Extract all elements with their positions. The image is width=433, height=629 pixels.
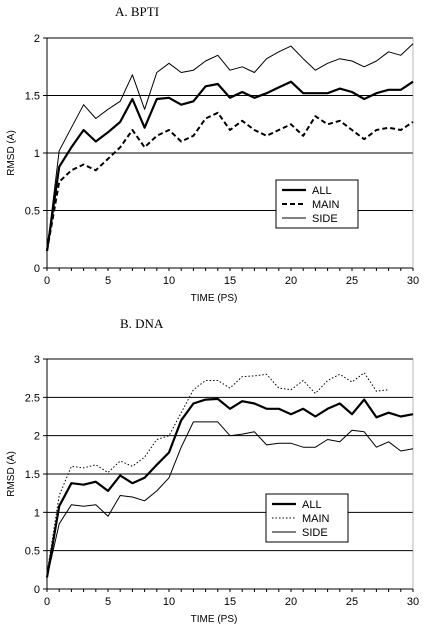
a-legend-label-side: SIDE — [312, 213, 338, 225]
a-xtick-label-1: 5 — [105, 275, 111, 287]
b-ytick-label-5: 2.5 — [25, 392, 40, 404]
b-ytick-label-6: 3 — [34, 354, 40, 366]
a-ytick-label-0: 0 — [34, 263, 40, 275]
b-xtick-label-6: 30 — [407, 596, 419, 608]
a-xtick-label-0: 0 — [44, 275, 50, 287]
b-xtick-label-2: 10 — [163, 596, 175, 608]
a-y-axis-label: RMSD (A) — [6, 130, 17, 176]
a-xtick-label-2: 10 — [163, 275, 175, 287]
b-legend-label-main: MAIN — [302, 513, 330, 525]
b-ytick-label-4: 2 — [34, 431, 40, 443]
a-legend-label-all: ALL — [312, 185, 332, 197]
b-x-axis-label: TIME (PS) — [191, 614, 238, 625]
a-xtick-label-4: 20 — [285, 275, 297, 287]
b-y-axis-label: RMSD (A) — [6, 451, 17, 497]
a-xtick-label-5: 25 — [346, 275, 358, 287]
a-series-line-main — [46, 111, 414, 251]
a-series-line-side — [46, 43, 414, 251]
b-ytick-label-1: 0.5 — [25, 546, 40, 558]
b-xtick-label-5: 25 — [346, 596, 358, 608]
b-series-line-all — [45, 397, 414, 578]
a-xtick-label-6: 30 — [407, 275, 419, 287]
a-series-line-all — [45, 80, 414, 251]
b-legend-label-side: SIDE — [302, 527, 328, 539]
b-xtick-label-4: 20 — [285, 596, 297, 608]
a-ytick-label-1: 0.5 — [25, 206, 40, 218]
a-xtick-label-3: 15 — [224, 275, 236, 287]
b-ytick-label-2: 1 — [34, 507, 40, 519]
b-ytick-label-0: 0 — [34, 584, 40, 596]
a-legend-box — [275, 179, 359, 229]
b-legend-box — [265, 493, 349, 543]
b-xtick-label-1: 5 — [105, 596, 111, 608]
b-series-line-side — [46, 421, 414, 578]
a-ytick-label-4: 2 — [34, 33, 40, 45]
b-series-line-main — [46, 372, 389, 574]
a-ytick-label-3: 1.5 — [25, 91, 40, 103]
a-legend-label-main: MAIN — [312, 199, 340, 211]
a-chart-title: A. BPTI — [115, 4, 159, 19]
b-ytick-label-3: 1.5 — [25, 469, 40, 481]
b-chart-title: B. DNA — [120, 316, 164, 331]
a-ytick-label-2: 1 — [34, 148, 40, 160]
b-xtick-label-3: 15 — [224, 596, 236, 608]
b-legend-label-all: ALL — [302, 499, 322, 511]
a-x-axis-label: TIME (PS) — [191, 293, 238, 304]
b-xtick-label-0: 0 — [44, 596, 50, 608]
